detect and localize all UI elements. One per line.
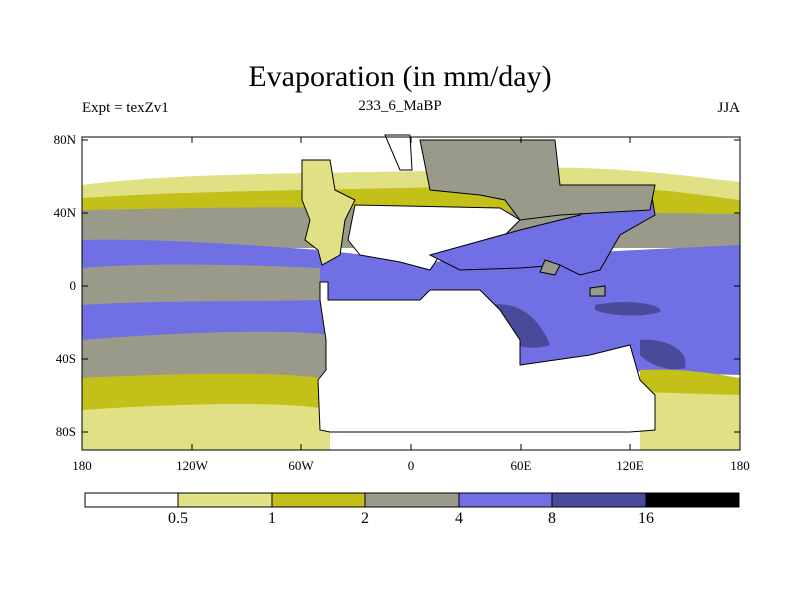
colorbar-label-4: 4	[455, 510, 463, 527]
lon-label-60w: 60W	[288, 458, 314, 473]
colorbar-label-1: 1	[268, 510, 276, 527]
patch-dark-blue-3	[640, 339, 686, 370]
band-equatorial-gray	[82, 264, 320, 305]
experiment-label: Expt = texZv1	[82, 100, 169, 116]
band-south-east-olive	[640, 369, 740, 395]
landmass-northwest	[301, 159, 356, 266]
colorbar-box-6	[551, 492, 647, 508]
landmass-north-strip	[384, 134, 413, 171]
landmass-central	[347, 204, 521, 271]
lat-label-80s: 80S	[55, 424, 76, 439]
colorbar-box-5	[458, 492, 553, 508]
island-small-1	[539, 259, 561, 276]
axis-ticks	[81, 137, 741, 450]
southern-continent	[317, 281, 656, 433]
subtitle: 233_6_MaBP	[358, 98, 442, 114]
band-south-light	[82, 404, 330, 450]
island-small-2	[589, 285, 606, 297]
season-label: JJA	[717, 100, 740, 116]
chart-title: Evaporation (in mm/day)	[248, 60, 552, 93]
colorbar-box-4	[364, 492, 460, 508]
colorbar-box-3	[271, 492, 366, 508]
lat-label-40n: 40N	[53, 205, 76, 220]
lon-label-0: 0	[407, 458, 415, 473]
lon-label-120w: 120W	[176, 458, 208, 473]
colorbar	[84, 492, 740, 508]
lon-label-60e: 60E	[510, 458, 532, 473]
lat-label-80n: 80N	[53, 132, 76, 147]
lat-label-40s: 40S	[55, 351, 76, 366]
patch-dark-blue-2	[595, 302, 661, 316]
landmass-northeast	[419, 139, 656, 221]
colorbar-label-8: 8	[548, 510, 556, 527]
colorbar-label-0-5: 0.5	[168, 510, 188, 527]
colorbar-box-2	[177, 492, 273, 508]
colorbar-box-1	[84, 492, 179, 508]
map-field	[82, 134, 740, 450]
lon-label-180w: 180	[72, 458, 92, 473]
colorbar-label-16: 16	[638, 510, 654, 527]
colorbar-box-7	[645, 492, 740, 508]
lat-label-0: 0	[69, 278, 77, 293]
colorbar-label-2: 2	[361, 510, 369, 527]
lon-label-180e: 180	[730, 458, 750, 473]
lon-label-120e: 120E	[616, 458, 644, 473]
